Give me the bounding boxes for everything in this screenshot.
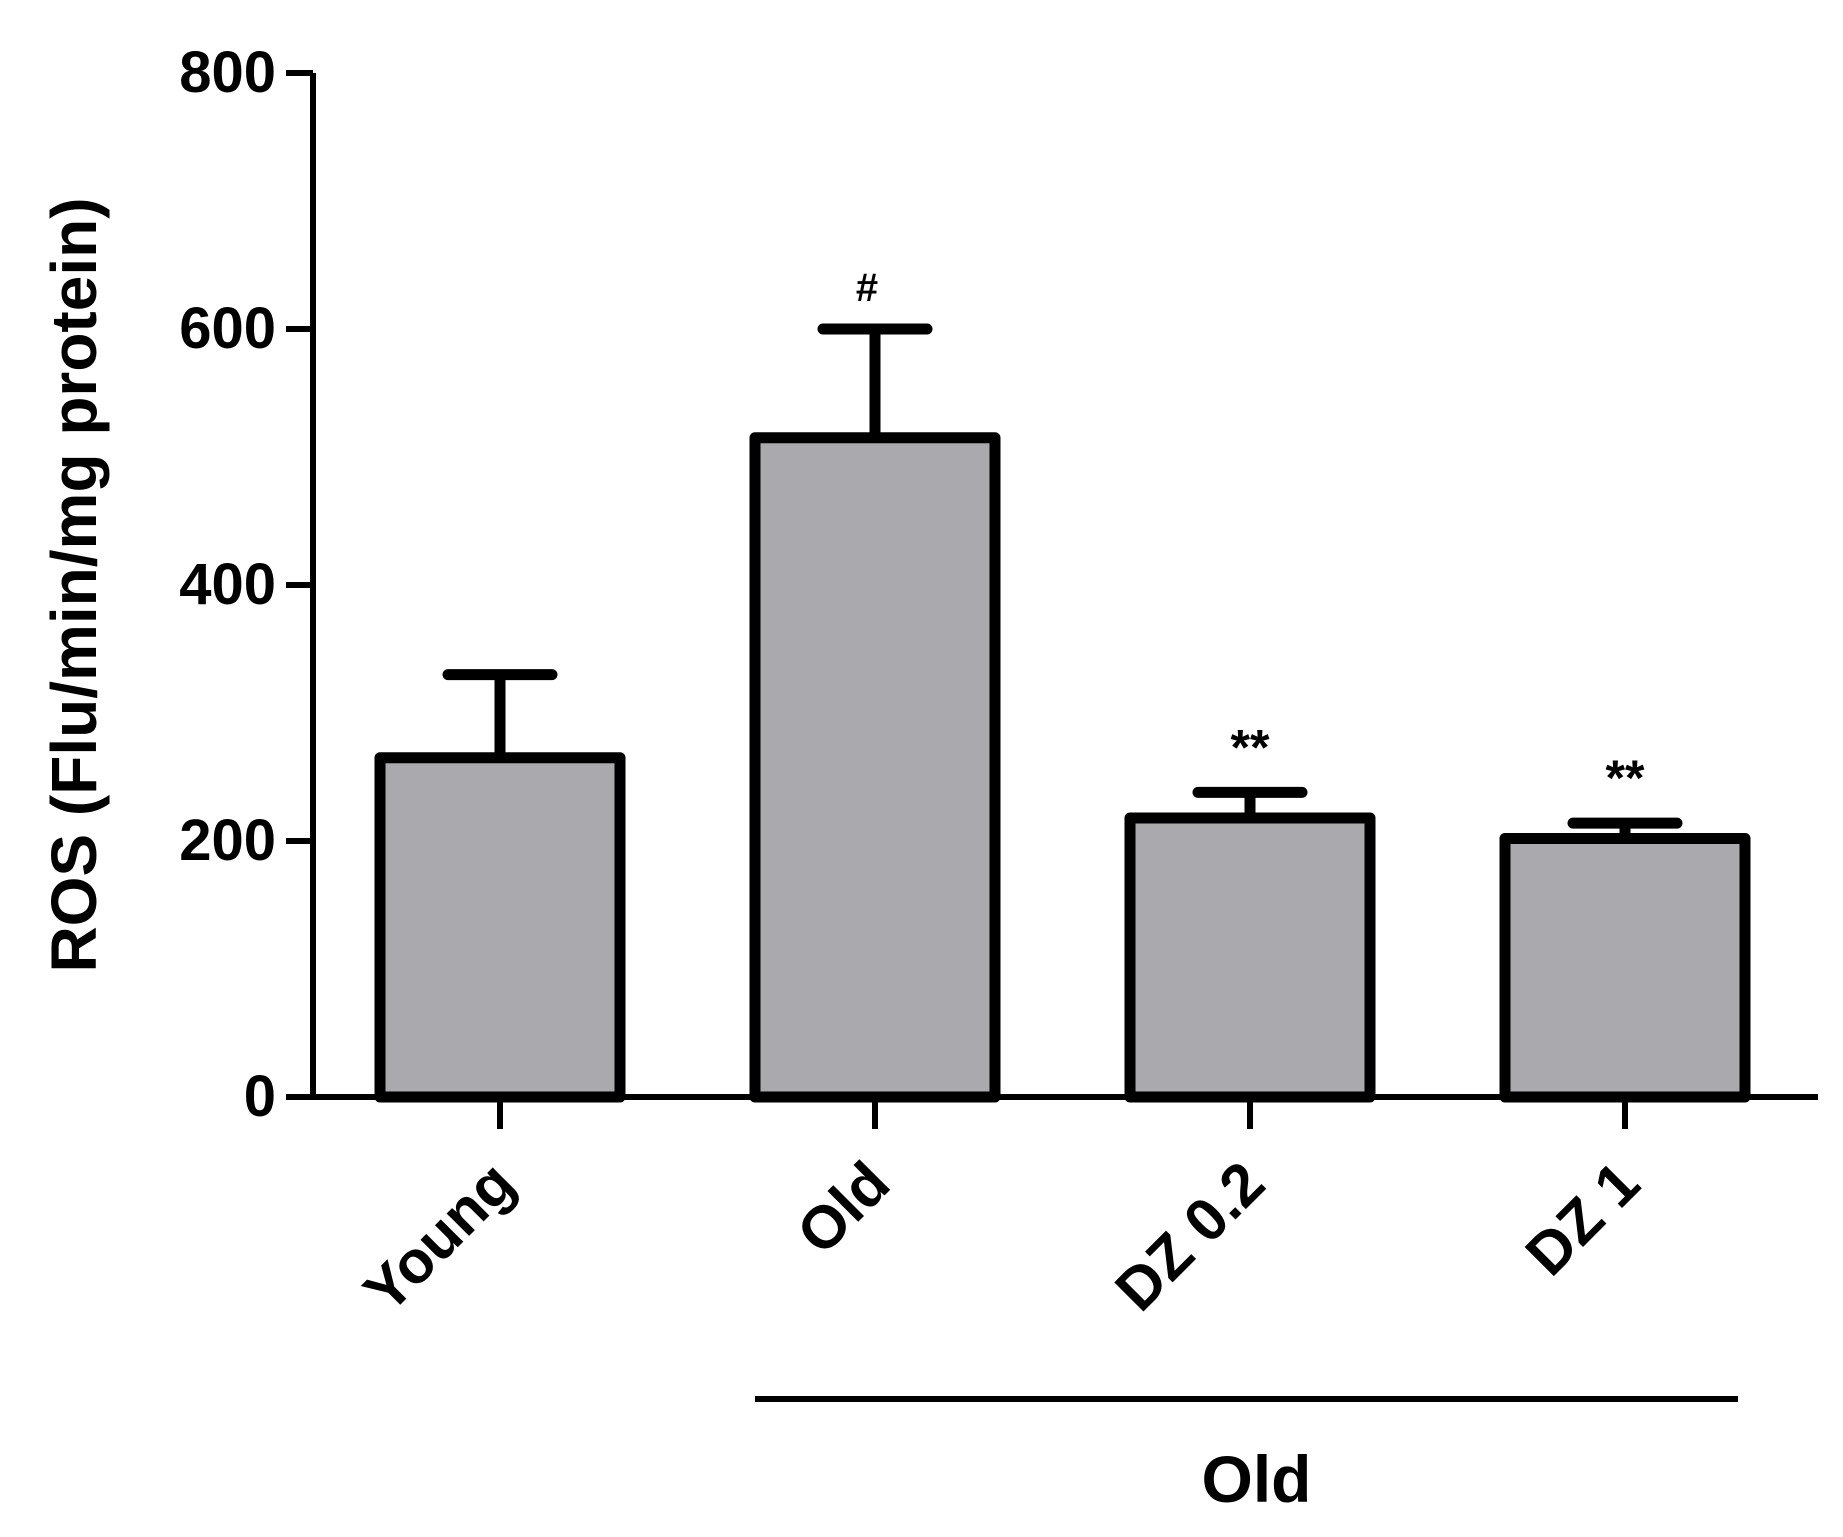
y-tick-label-400: 400 <box>179 552 276 617</box>
group-bracket-label: Old <box>1202 1442 1312 1516</box>
y-tick-label-200: 200 <box>179 808 276 873</box>
x-tick-label-old: Old <box>784 1149 902 1267</box>
x-tick-label-dz-1: DZ 1 <box>1513 1149 1652 1288</box>
x-tick-label-dz-0-2: DZ 0.2 <box>1102 1149 1277 1324</box>
y-tick-label-800: 800 <box>179 40 276 105</box>
y-tick-label-600: 600 <box>179 296 276 361</box>
significance-label-dz-1: ** <box>1606 750 1645 806</box>
y-axis-title: ROS (Flu/min/mg protein) <box>38 197 110 972</box>
y-tick-label-0: 0 <box>244 1064 276 1129</box>
bar-young <box>374 752 626 1103</box>
significance-label-dz-0-2: ** <box>1231 719 1270 775</box>
significance-label-old: # <box>856 266 878 310</box>
bar-dz-0-2 <box>1124 812 1376 1103</box>
bar-dz-1 <box>1499 832 1751 1103</box>
bar-old <box>749 432 1001 1103</box>
x-tick-label-young: Young <box>351 1149 527 1325</box>
